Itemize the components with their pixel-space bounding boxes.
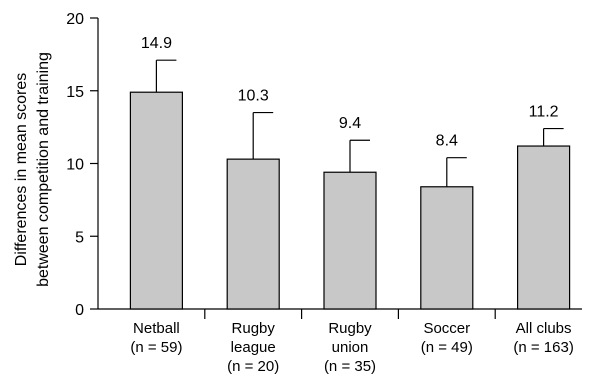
x-tick-label: (n = 35) bbox=[324, 358, 376, 375]
y-tick-label: 20 bbox=[66, 11, 84, 28]
y-tick-label: 10 bbox=[66, 157, 84, 174]
y-tick-label: 5 bbox=[75, 229, 84, 246]
x-tick-label: (n = 49) bbox=[421, 339, 473, 356]
bar bbox=[323, 171, 377, 310]
x-tick-label: Soccer bbox=[423, 320, 470, 337]
y-tick-label: 15 bbox=[66, 84, 84, 101]
y-axis-label: Differences in mean scores bbox=[13, 73, 30, 267]
x-tick-label: (n = 20) bbox=[227, 358, 279, 375]
bar bbox=[129, 91, 183, 310]
x-tick-label: Rugby bbox=[232, 320, 276, 337]
y-axis-label: between competition and training bbox=[35, 52, 52, 287]
x-tick-label: league bbox=[231, 339, 276, 356]
y-tick-label: 0 bbox=[75, 302, 84, 319]
x-tick-label: Netball bbox=[133, 320, 180, 337]
bar bbox=[420, 186, 474, 310]
bar bbox=[516, 145, 571, 310]
data-label: 8.4 bbox=[436, 133, 458, 150]
x-tick-label: All clubs bbox=[516, 320, 572, 337]
x-tick-label: Rugby bbox=[328, 320, 372, 337]
data-label: 9.4 bbox=[339, 115, 361, 132]
bar bbox=[226, 158, 280, 310]
data-label: 11.2 bbox=[529, 104, 559, 121]
y-axis-title: Differences in mean scores between compet… bbox=[13, 52, 52, 287]
labels: 14.9 Netball (n = 59) 10.3 Rugby league (n = 2… bbox=[130, 35, 573, 375]
data-label: 14.9 bbox=[141, 35, 172, 52]
x-tick-label: (n = 59) bbox=[130, 339, 182, 356]
x-tick-label: (n = 163) bbox=[513, 339, 573, 356]
data-label: 10.3 bbox=[238, 88, 269, 105]
bars bbox=[129, 59, 571, 310]
x-tick-label: union bbox=[332, 339, 369, 356]
